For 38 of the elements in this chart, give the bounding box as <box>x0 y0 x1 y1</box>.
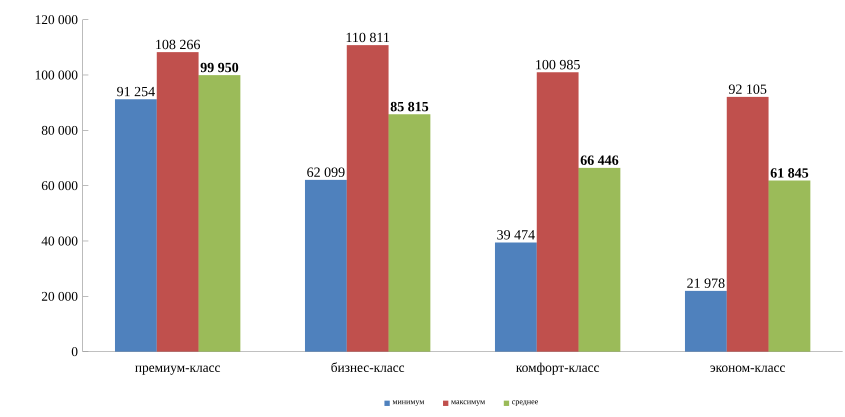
x-tick-label: комфорт-класс <box>516 362 600 375</box>
bar <box>346 45 389 352</box>
legend-label: максимум <box>451 400 485 406</box>
y-tick-label: 80 000 <box>42 126 78 135</box>
x-tick-label: бизнес-класс <box>331 362 404 372</box>
bar <box>684 290 727 352</box>
legend-label: среднее <box>512 400 538 406</box>
y-tick-label: 120 000 <box>36 15 78 24</box>
data-label: 110 811 <box>346 32 390 42</box>
x-tick-label: эконом-класс <box>710 366 786 372</box>
bar <box>536 72 579 352</box>
bar <box>388 114 430 352</box>
data-label: 91 254 <box>117 86 155 96</box>
bar <box>494 242 537 352</box>
data-label: 85 815 <box>390 102 428 112</box>
data-label: 99 950 <box>200 62 238 72</box>
bar <box>198 75 240 352</box>
data-label: 66 446 <box>580 155 618 165</box>
bar <box>578 168 620 352</box>
y-tick-label: 0 <box>72 347 78 356</box>
y-tick-label: 20 000 <box>42 292 78 301</box>
legend-label: минимум <box>392 400 424 406</box>
x-tick-label: премиум-класс <box>135 366 220 375</box>
bar <box>726 96 769 352</box>
bar <box>114 99 157 352</box>
y-tick-label: 40 000 <box>42 236 78 246</box>
data-label: 39 474 <box>497 230 535 240</box>
bar <box>156 52 199 352</box>
y-tick-label: 100 000 <box>36 70 78 80</box>
y-tick-label: 60 000 <box>42 181 78 190</box>
data-label: 100 985 <box>536 60 580 70</box>
data-label: 61 845 <box>770 168 808 178</box>
data-label: 92 105 <box>728 84 766 94</box>
data-label: 108 266 <box>156 40 200 50</box>
data-label: 21 978 <box>687 278 725 288</box>
bar <box>304 180 347 352</box>
bar <box>768 180 810 352</box>
data-label: 62 099 <box>307 167 345 177</box>
